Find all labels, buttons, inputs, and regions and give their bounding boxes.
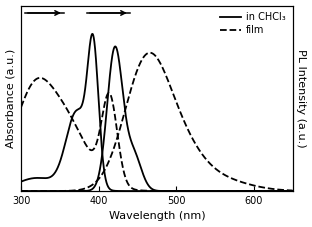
Legend: in CHCl₃, film: in CHCl₃, film	[218, 10, 288, 37]
Y-axis label: Absorbance (a.u.): Absorbance (a.u.)	[6, 49, 16, 148]
X-axis label: Wavelength (nm): Wavelength (nm)	[109, 211, 205, 222]
Y-axis label: PL Intensity (a.u.): PL Intensity (a.u.)	[296, 49, 306, 148]
